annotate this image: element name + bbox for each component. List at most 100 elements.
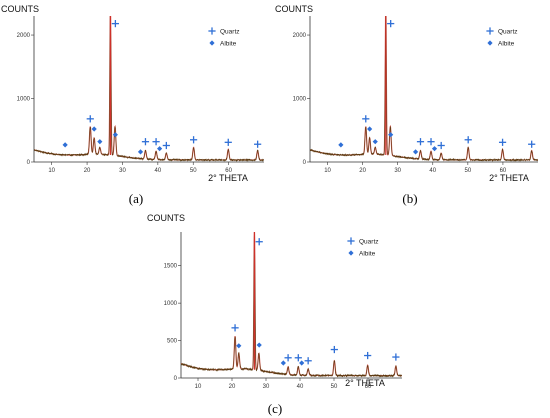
legend-quartz-symbol — [347, 237, 355, 245]
y-axis-title: COUNTS — [147, 213, 185, 223]
albite-marker — [372, 139, 378, 145]
plot-area — [34, 16, 264, 162]
x-axis-title: 2° THETA — [208, 173, 248, 183]
albite-marker — [299, 360, 305, 366]
x-tick-label: 50 — [190, 168, 197, 174]
legend-quartz-symbol — [208, 27, 216, 35]
pattern-series-line — [181, 232, 402, 378]
albite-marker — [112, 132, 118, 138]
albite-marker — [256, 342, 262, 348]
albite-marker — [137, 149, 144, 155]
albite-marker — [367, 126, 373, 132]
pattern-series-line — [34, 16, 264, 162]
plot-area — [310, 16, 538, 162]
quartz-marker — [464, 136, 472, 144]
x-tick-label: 40 — [297, 384, 304, 390]
panel-label: (c) — [268, 401, 282, 416]
albite-marker — [91, 126, 97, 132]
x-tick-label: 10 — [324, 168, 331, 174]
x-tick-label: 30 — [394, 168, 401, 174]
legend-label-albite: Albite — [498, 40, 515, 47]
x-tick-label: 60 — [500, 168, 507, 174]
legend: Quartz Albite — [208, 27, 240, 47]
panel-label: (b) — [402, 191, 417, 206]
y-tick-label: 2000 — [17, 33, 31, 39]
legend-label-quartz: Quartz — [220, 28, 240, 35]
y-tick-label: 1500 — [164, 264, 178, 270]
albite-marker — [280, 360, 286, 366]
albite-marker — [388, 132, 394, 138]
quartz-marker — [294, 354, 302, 362]
x-tick-label: 20 — [84, 168, 91, 174]
y-tick-label: 1000 — [164, 301, 178, 307]
y-tick-label: 0 — [303, 160, 307, 166]
x-axis-title: 2° THETA — [345, 378, 385, 388]
xrd-panel-b: COUNTS 2° THETA 10 20 30 40 50 60 0 1000 2000 Quart… — [275, 4, 538, 206]
x-tick-label: 10 — [195, 384, 202, 390]
y-tick-label: 0 — [174, 376, 178, 382]
quartz-marker — [362, 115, 370, 123]
quartz-marker — [141, 138, 150, 146]
quartz-marker — [364, 351, 372, 360]
x-tick-label: 40 — [155, 168, 162, 174]
legend-albite-symbol — [209, 40, 215, 46]
x-tick-label: 30 — [263, 384, 270, 390]
quartz-marker — [162, 141, 170, 150]
x-tick-label: 10 — [48, 168, 55, 174]
quartz-marker — [152, 138, 160, 146]
quartz-marker — [254, 140, 262, 148]
panel-label: (a) — [129, 191, 143, 206]
albite-marker — [236, 343, 242, 349]
x-tick-label: 20 — [229, 384, 236, 390]
pattern-series-line — [310, 16, 538, 162]
quartz-marker — [330, 345, 338, 354]
x-tick-label: 50 — [465, 168, 472, 174]
plot-area — [181, 232, 402, 378]
albite-marker — [97, 139, 103, 145]
legend-quartz-symbol — [486, 27, 494, 35]
quartz-marker — [255, 238, 263, 246]
quartz-marker — [224, 138, 232, 146]
x-axis-title: 2° THETA — [489, 173, 529, 183]
y-tick-label: 500 — [167, 339, 178, 345]
legend: Quartz Albite — [486, 27, 518, 47]
x-tick-label: 40 — [429, 168, 436, 174]
quartz-marker — [231, 324, 239, 332]
quartz-marker — [392, 353, 400, 361]
y-tick-label: 1000 — [17, 97, 31, 103]
quartz-marker — [498, 138, 507, 146]
quartz-marker — [427, 138, 435, 146]
quartz-marker — [284, 354, 292, 362]
legend-label-quartz: Quartz — [359, 238, 379, 245]
x-tick-label: 60 — [365, 384, 372, 390]
quartz-marker — [189, 136, 198, 144]
quartz-marker — [528, 140, 536, 148]
legend-albite-symbol — [487, 40, 493, 46]
x-tick-label: 60 — [225, 168, 232, 174]
albite-marker — [412, 149, 419, 155]
quartz-marker — [111, 20, 119, 28]
quartz-marker — [416, 138, 425, 146]
legend-label-albite: Albite — [359, 250, 376, 257]
x-tick-label: 30 — [119, 168, 126, 174]
albite-marker — [338, 142, 344, 148]
quartz-marker — [387, 20, 395, 28]
legend: Quartz Albite — [347, 237, 379, 257]
y-axis-title: COUNTS — [275, 4, 313, 14]
albite-marker — [62, 142, 68, 148]
legend-label-albite: Albite — [220, 40, 237, 47]
x-tick-label: 50 — [331, 384, 338, 390]
albite-marker — [431, 146, 438, 152]
quartz-marker — [86, 115, 94, 123]
quartz-marker — [437, 141, 445, 150]
y-axis-title: COUNTS — [1, 4, 39, 14]
y-tick-label: 2000 — [293, 33, 307, 39]
x-tick-label: 20 — [359, 168, 366, 174]
quartz-marker — [304, 357, 312, 365]
y-tick-label: 0 — [27, 160, 31, 166]
y-tick-label: 1000 — [293, 97, 307, 103]
legend-albite-symbol — [348, 250, 354, 256]
xrd-panel-a: COUNTS 2° THETA 10 20 30 40 50 60 0 1000 2000 Quart… — [1, 4, 264, 206]
xrd-panel-c: COUNTS 2° THETA 10 20 30 40 50 60 0 500 1000 1500 Qu… — [147, 213, 402, 416]
